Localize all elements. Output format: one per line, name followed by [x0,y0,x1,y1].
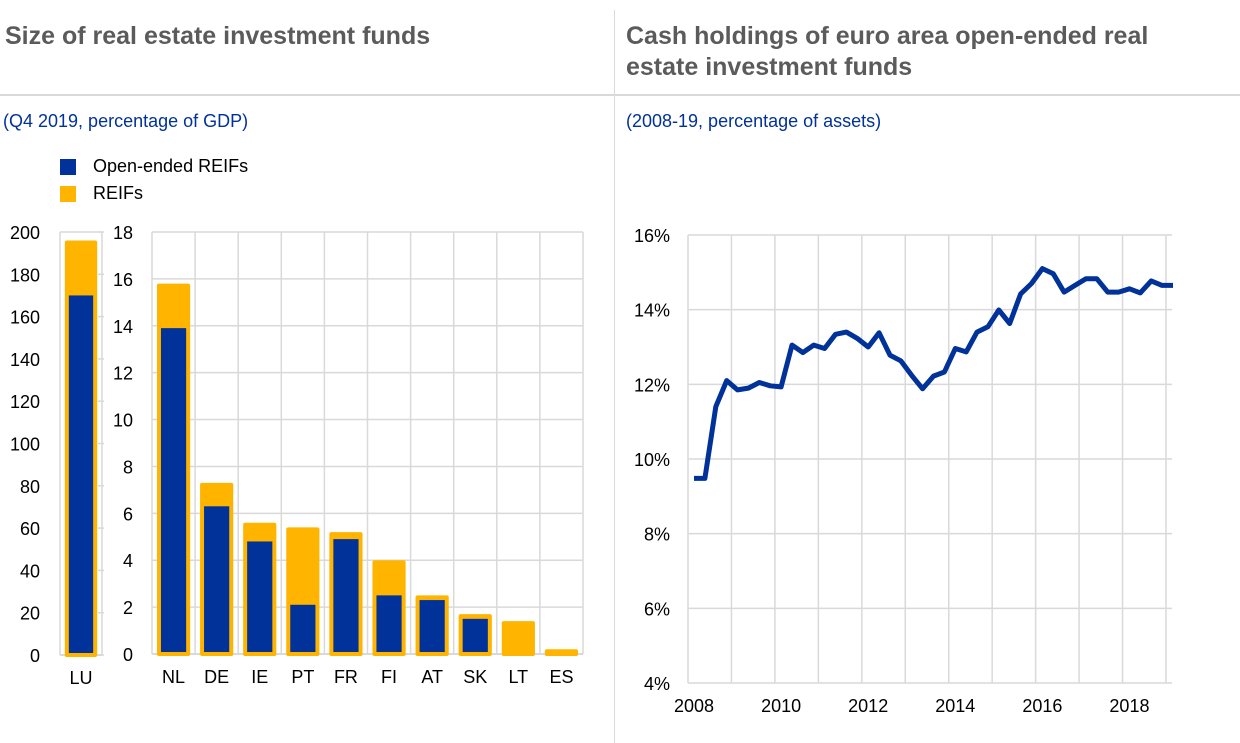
right-chart-title-line1: Cash holdings of euro area open-ended re… [626,22,1149,50]
y-tick-label: 10% [634,450,670,470]
right-chart-title: Cash holdings of euro area open-ended re… [626,21,1148,83]
y-tick-label: 14% [634,301,670,321]
legend-item-reifs: REIFs [60,180,248,207]
x-tick-label: FI [381,667,397,687]
y-tick-label: 4 [123,551,133,571]
y-tick-label: 60 [20,519,40,539]
y-tick-label: 6% [644,599,670,619]
x-tick-label: DE [204,667,229,687]
bar-open-ended-AT [419,600,445,652]
x-tick-label: LT [509,667,529,687]
cash-holdings-line [694,266,1173,481]
left-chart-subtitle: (Q4 2019, percentage of GDP) [3,111,249,131]
legend-swatch-reifs [60,185,76,202]
y-tick-label: 80 [20,477,40,497]
bar-open-ended-NL [160,328,187,652]
y-tick-label: 18 [113,223,133,243]
y-tick-label: 16 [113,270,133,290]
legend-item-open-ended: Open-ended REIFs [60,153,248,180]
bar-open-ended-DE [204,506,230,652]
y-tick-label: 8% [644,525,670,545]
y-tick-label: 12% [634,375,670,395]
y-tick-label: 20 [20,604,40,624]
y-tick-label: 14 [113,317,133,337]
x-tick-label: IE [251,667,268,687]
x-tick-label: 2014 [935,696,975,716]
header-divider [0,94,1240,96]
x-tick-label: FR [334,667,358,687]
y-tick-label: 0 [30,646,40,666]
x-tick-label: AT [421,667,443,687]
y-tick-label: 0 [123,645,133,665]
y-tick-label: 2 [123,598,133,618]
right-chart-subtitle: (2008-19, percentage of assets) [626,111,882,131]
y-tick-label: 40 [20,561,40,581]
left-chart-title: Size of real estate investment funds [5,22,431,50]
y-tick-label: 180 [10,265,40,285]
bar-open-ended-SK [462,618,488,652]
x-tick-label: PT [291,667,314,687]
y-tick-label: 160 [10,308,40,328]
x-tick-label: 2018 [1109,696,1149,716]
x-tick-label: NL [162,667,185,687]
legend-label: Open-ended REIFs [93,156,249,176]
legend-label: REIFs [93,183,144,203]
y-tick-label: 200 [10,223,40,243]
y-tick-label: 120 [10,392,40,412]
legend-swatch-open-ended [60,158,76,175]
bar-open-ended-FI [376,595,402,652]
y-tick-label: 8 [123,457,133,477]
x-tick-label: SK [463,667,487,687]
y-tick-label: 16% [634,226,670,246]
legend: Open-ended REIFs REIFs [60,153,248,207]
panel-divider [614,10,615,743]
x-tick-label: ES [549,667,573,687]
bar-reifs-LT [501,621,535,656]
y-tick-label: 10 [113,411,133,431]
y-tick-label: 4% [644,674,670,694]
x-tick-label: 2012 [848,696,888,716]
bar-reifs-ES [544,649,579,656]
x-tick-label: 2010 [761,696,801,716]
y-tick-label: 12 [113,364,133,384]
bar-open-ended-IE [247,541,273,652]
bar-open-ended-FR [333,539,359,652]
y-tick-label: 6 [123,504,133,524]
y-tick-label: 140 [10,350,40,370]
y-tick-label: 100 [10,435,40,455]
x-tick-label: 2008 [674,696,714,716]
x-tick-label: LU [69,668,92,688]
bar-open-ended-PT [290,604,316,652]
right-chart-title-line2: estate investment funds [626,53,913,81]
bar-open-ended-LU [68,295,94,653]
x-tick-label: 2016 [1022,696,1062,716]
